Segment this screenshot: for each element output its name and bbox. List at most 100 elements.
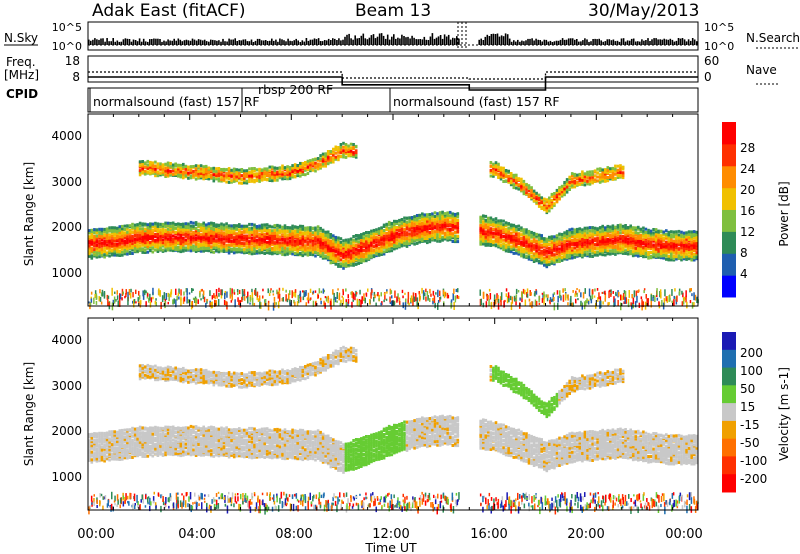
- power-cell: [451, 234, 455, 237]
- noise-bar: [260, 40, 263, 46]
- power-cell: [565, 256, 569, 260]
- power-cell: [286, 175, 289, 179]
- power-cell: [441, 222, 444, 226]
- power-cell: [522, 240, 526, 244]
- power-cell: [319, 163, 322, 167]
- power-cell: [563, 253, 566, 256]
- power-cell: [484, 242, 488, 246]
- power-cell: [484, 218, 488, 222]
- power-cell: [169, 242, 172, 246]
- power-cell: [174, 248, 177, 251]
- power-cell: [598, 252, 602, 256]
- power-cell: [611, 248, 615, 252]
- power-cell: [235, 247, 238, 251]
- power-cell: [311, 236, 315, 240]
- power-cell: [304, 173, 307, 177]
- noise-bar: [222, 38, 224, 45]
- power-cell: [413, 233, 416, 237]
- power-cell: [136, 243, 139, 247]
- power-cell: [403, 243, 406, 247]
- power-cell: [593, 174, 597, 178]
- power-cell: [339, 154, 343, 158]
- noise-bar: [651, 39, 653, 46]
- noise-bar: [171, 40, 173, 45]
- noise-bar: [630, 38, 633, 45]
- power-cell: [273, 251, 277, 255]
- power-cell: [543, 208, 546, 212]
- power-cell: [563, 190, 566, 194]
- power-cell: [225, 247, 228, 251]
- power-cell: [527, 243, 531, 247]
- noise-bar: [128, 39, 131, 45]
- power-cell: [243, 171, 246, 175]
- power-cell: [499, 231, 503, 234]
- power-cell: [271, 176, 274, 180]
- power-cell: [238, 171, 241, 175]
- power-cell: [428, 213, 432, 216]
- power-speckle: [439, 290, 441, 297]
- power-cell: [215, 235, 218, 239]
- power-cell: [494, 222, 498, 226]
- power-cell: [217, 177, 221, 181]
- power-cell: [179, 167, 183, 170]
- power-speckle: [334, 296, 337, 303]
- power-speckle: [432, 290, 435, 296]
- power-cell: [433, 233, 437, 237]
- power-cell: [194, 172, 198, 176]
- power-cell: [555, 247, 559, 251]
- power-cell: [499, 175, 503, 179]
- power-cell: [293, 229, 297, 233]
- power-cell: [301, 231, 305, 235]
- power-cell: [88, 239, 91, 243]
- power-cell: [235, 235, 238, 239]
- power-cell: [507, 179, 510, 182]
- power-cell: [141, 227, 144, 231]
- power-cell: [100, 238, 104, 242]
- power-cell: [507, 235, 510, 239]
- power-cell: [520, 252, 523, 256]
- power-cell: [268, 231, 272, 235]
- beam-label: Beam 13: [355, 1, 431, 21]
- power-cell: [565, 185, 569, 189]
- power-cell: [316, 238, 320, 242]
- power-cell: [390, 244, 394, 248]
- power-cell: [377, 229, 381, 233]
- power-cell: [326, 249, 330, 253]
- power-cell: [288, 241, 292, 245]
- power-cell: [141, 230, 144, 234]
- power-cell: [194, 231, 198, 235]
- power-speckle: [108, 302, 111, 306]
- power-cell: [515, 233, 518, 237]
- power-cell: [609, 235, 612, 239]
- power-cell: [494, 168, 498, 172]
- power-cell: [189, 168, 193, 172]
- power-speckle: [116, 295, 119, 300]
- power-cell: [545, 249, 549, 253]
- power-cell: [629, 243, 632, 247]
- power-cell: [138, 248, 142, 252]
- noise-bar: [616, 40, 619, 45]
- power-speckle: [147, 293, 149, 297]
- power-cell: [614, 228, 617, 232]
- power-cell: [98, 234, 101, 238]
- power-cell: [548, 260, 551, 264]
- noise-bar: [358, 38, 360, 45]
- power-cell: [611, 177, 615, 181]
- noise-bar: [348, 33, 350, 46]
- power-cell: [245, 251, 249, 254]
- power-speckle: [624, 296, 626, 304]
- power-cell: [601, 253, 604, 257]
- power-cell: [520, 184, 523, 188]
- power-cell: [324, 230, 327, 234]
- noise-bar: [384, 38, 387, 46]
- power-speckle: [135, 301, 137, 304]
- power-cell: [596, 227, 599, 231]
- power-cell: [131, 234, 134, 238]
- power-cell: [426, 219, 429, 223]
- power-speckle: [268, 293, 271, 296]
- power-cell: [141, 170, 144, 174]
- power-cell: [415, 241, 419, 245]
- power-cell: [189, 232, 193, 236]
- power-cell: [326, 235, 330, 239]
- power-cell: [281, 248, 284, 252]
